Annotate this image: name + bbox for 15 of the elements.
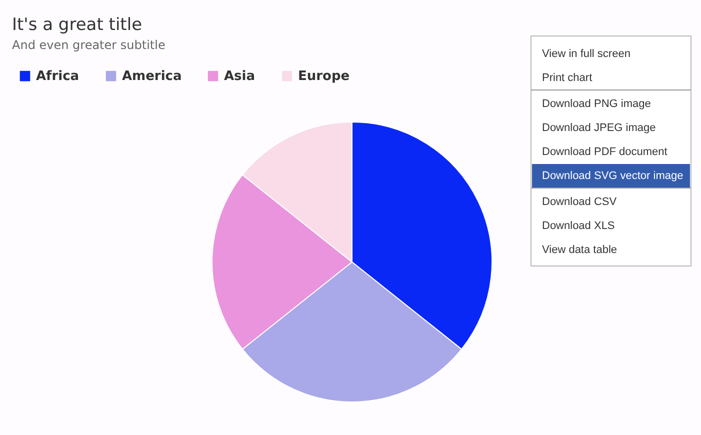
text: Print chart: [542, 72, 592, 84]
text: Download PDF document: [542, 146, 668, 158]
text: Download XLS: [542, 220, 615, 232]
legend-label: America: [122, 69, 182, 84]
legend-label: Asia: [224, 69, 256, 84]
chart-title: It's a great title: [12, 15, 142, 35]
legend-label: Africa: [36, 69, 80, 84]
chart-subtitle: And even greater subtitle: [12, 38, 166, 52]
text: Download CSV: [542, 196, 618, 208]
text: View in full screen: [542, 48, 630, 60]
text: Download JPEG image: [542, 122, 656, 134]
legend-label: Europe: [298, 69, 350, 84]
text: Download PNG image: [542, 98, 651, 110]
text: Download SVG vector image: [542, 170, 684, 182]
text: View data table: [542, 244, 618, 256]
